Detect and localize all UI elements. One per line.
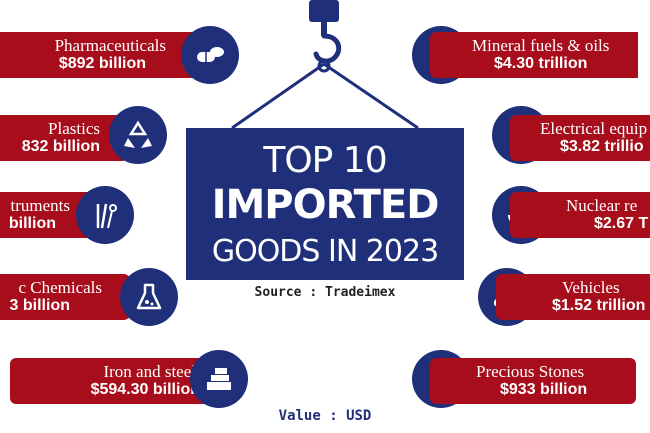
recycle-icon — [109, 106, 167, 164]
item-pharmaceuticals: Pharmaceuticals $892 billion — [0, 32, 212, 78]
item-name: Pharmaceuticals — [54, 36, 166, 55]
item-value: $892 billion — [58, 55, 146, 72]
hook-block — [309, 0, 339, 22]
surgical-instruments-icon — [76, 186, 134, 244]
hook-icon — [313, 33, 342, 64]
item-name: Plastics — [48, 119, 100, 138]
item-name: Iron and steel — [103, 362, 196, 381]
item-electrical-equipment: Electrical equip $3.82 trillio — [510, 115, 650, 161]
item-name: Electrical equip — [540, 119, 648, 138]
title-line-3: GOODS IN 2023 — [211, 234, 439, 269]
item-precious-stones: Precious Stones $933 billion — [430, 358, 636, 404]
item-mineral-fuels: Mineral fuels & oils $4.30 trillion — [430, 32, 638, 78]
item-plastics: Plastics 832 billion — [0, 115, 128, 161]
flask-icon — [120, 268, 178, 326]
item-value: $1.52 trillion — [552, 297, 646, 314]
item-name: Nuclear re — [566, 196, 638, 215]
item-value: $4.30 trillion — [494, 55, 588, 72]
source-label: Source : Tradeimex — [254, 285, 396, 300]
title-line-1: TOP 10 — [263, 140, 387, 181]
steel-bars-icon — [190, 350, 248, 408]
item-value: billion — [8, 215, 56, 232]
item-value: 3 billion — [9, 297, 70, 314]
item-name: Mineral fuels & oils — [472, 36, 610, 55]
item-vehicles: Vehicles $1.52 trillion — [496, 274, 650, 320]
chain-left — [231, 62, 325, 130]
item-organic-chemicals: c Chemicals 3 billion — [0, 274, 130, 320]
item-value: $594.30 billion — [90, 381, 200, 398]
item-iron-and-steel: Iron and steel $594.30 billion — [10, 358, 210, 404]
chain-right — [323, 62, 419, 130]
pills-icon — [181, 26, 239, 84]
item-value: $2.67 T — [594, 215, 649, 232]
item-name: Precious Stones — [476, 362, 585, 381]
item-nuclear-reactors: Nuclear re $2.67 T — [510, 192, 650, 238]
item-value: $933 billion — [500, 381, 588, 398]
item-name: Vehicles — [562, 278, 620, 297]
item-name: c Chemicals — [18, 278, 102, 297]
item-value: $3.82 trillio — [560, 138, 644, 155]
item-value: 832 billion — [21, 138, 100, 155]
unit-label: Value : USD — [278, 408, 372, 424]
title-sign: TOP 10 IMPORTED GOODS IN 2023 — [186, 128, 464, 280]
title-line-2: IMPORTED — [211, 182, 440, 228]
item-name: truments — [10, 196, 71, 215]
